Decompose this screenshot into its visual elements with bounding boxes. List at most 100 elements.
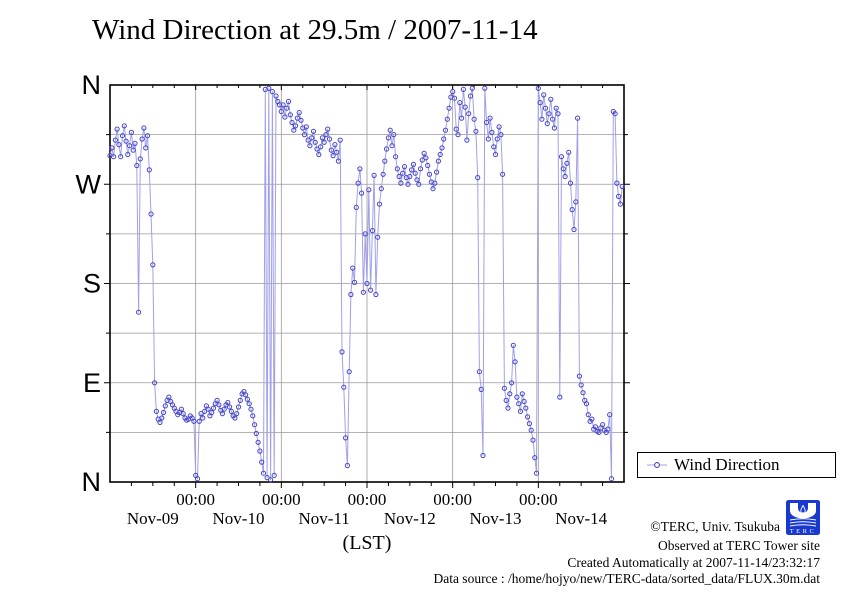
data-point-marker (501, 385, 507, 391)
data-point-marker (144, 133, 151, 139)
x-tick-label: 00:00 (433, 490, 472, 509)
data-point-marker (350, 265, 356, 271)
data-point-marker (535, 85, 541, 91)
data-point-marker (294, 115, 300, 121)
data-point-marker (134, 162, 140, 169)
data-point-marker (394, 166, 400, 172)
data-point-marker (439, 145, 445, 151)
data-point-marker (314, 146, 320, 152)
data-point-marker (567, 180, 574, 186)
data-point-marker (484, 119, 490, 126)
data-point-marker (325, 126, 331, 132)
data-point-marker (318, 144, 324, 150)
data-point-marker (532, 455, 538, 461)
data-point-marker (255, 439, 261, 445)
y-tick-label: S (83, 269, 101, 299)
data-point-marker (309, 135, 315, 141)
data-point-marker (219, 411, 225, 417)
data-point-marker (521, 398, 527, 405)
data-point-marker (419, 157, 425, 163)
data-point-marker (369, 228, 375, 234)
data-point-marker (210, 405, 217, 411)
data-point-marker (348, 291, 354, 298)
data-point-marker (162, 403, 168, 409)
data-point-marker (517, 408, 524, 414)
data-point-marker (505, 405, 511, 411)
data-point-marker (459, 115, 465, 121)
data-point-marker (380, 171, 386, 177)
data-point-marker (316, 151, 322, 158)
data-point-marker (432, 180, 438, 186)
data-point-marker (467, 93, 474, 99)
data-point-marker (471, 116, 477, 122)
data-point-marker (373, 291, 379, 298)
data-point-marker (600, 422, 606, 428)
data-point-marker (244, 396, 250, 402)
data-point-marker (385, 135, 391, 141)
data-point-marker (585, 412, 591, 418)
data-point-marker (460, 86, 466, 93)
data-point-marker (152, 380, 158, 386)
data-point-marker (319, 135, 325, 141)
data-point-marker (375, 234, 381, 240)
data-point-marker (430, 186, 436, 192)
data-point-marker (353, 204, 359, 210)
data-point-marker (273, 93, 279, 99)
data-point-marker (514, 394, 520, 400)
data-point-marker (551, 125, 558, 131)
data-point-marker (580, 390, 586, 396)
data-point-marker (533, 470, 540, 476)
data-point-marker (435, 158, 441, 164)
data-point-marker (289, 119, 295, 126)
terc-logo: TERC (786, 500, 820, 535)
data-point-marker (548, 96, 554, 102)
data-point-marker (334, 149, 340, 155)
data-point-marker (446, 105, 452, 111)
data-point-marker (368, 287, 374, 293)
data-point-marker (578, 382, 584, 388)
data-point-marker (118, 154, 124, 160)
data-point-marker (498, 132, 504, 138)
x-date-label: Nov-10 (213, 509, 265, 528)
data-point-marker (405, 181, 411, 187)
terc-logo-text: TERC (790, 528, 817, 535)
data-point-marker (323, 132, 329, 138)
data-point-marker (576, 373, 583, 379)
data-point-marker (205, 406, 211, 412)
data-point-marker (123, 138, 129, 144)
data-point-marker (592, 424, 599, 430)
data-point-marker (250, 413, 256, 419)
footer-created: Created Automatically at 2007-11-14/23:3… (567, 555, 820, 570)
data-point-marker (355, 180, 361, 186)
data-point-marker (228, 408, 234, 414)
data-point-marker (296, 110, 302, 116)
data-point-marker (426, 171, 433, 177)
data-point-marker (252, 422, 258, 428)
data-point-marker (351, 279, 358, 285)
data-point-marker (441, 136, 447, 142)
data-point-marker (487, 115, 493, 121)
data-point-marker (542, 105, 549, 111)
data-point-marker (401, 164, 408, 170)
data-point-marker (453, 126, 459, 132)
data-point-marker (235, 404, 242, 410)
data-point-marker (605, 426, 611, 432)
x-date-label: Nov-11 (299, 509, 350, 528)
data-point-marker (332, 142, 338, 148)
x-date-label: Nov-09 (127, 509, 179, 528)
data-point-marker (343, 435, 349, 441)
x-tick-label: 00:00 (348, 490, 387, 509)
legend-marker-icon (647, 462, 667, 468)
data-point-marker (285, 98, 292, 105)
data-point-marker (553, 105, 559, 111)
data-point-marker (287, 112, 293, 118)
data-point-marker (571, 226, 577, 233)
data-point-marker (225, 400, 231, 406)
data-point-marker (464, 137, 470, 143)
data-point-marker (280, 102, 286, 108)
data-point-marker (378, 186, 384, 192)
data-polyline (109, 87, 623, 481)
data-point-marker (455, 132, 461, 138)
y-tick-label: W (76, 169, 102, 199)
